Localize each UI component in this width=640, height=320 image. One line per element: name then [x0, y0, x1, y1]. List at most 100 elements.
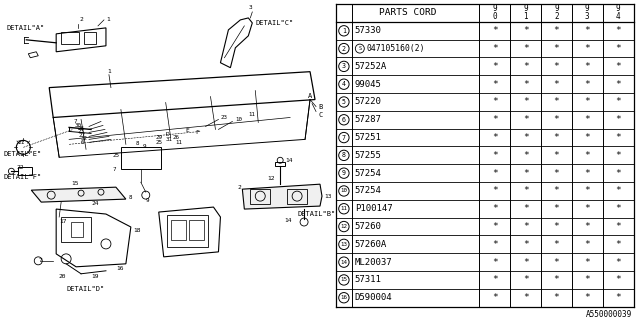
Text: *: *: [615, 276, 621, 284]
Text: 8: 8: [136, 141, 140, 146]
Text: 11: 11: [175, 140, 182, 145]
Text: *: *: [584, 169, 590, 178]
Text: *: *: [492, 62, 497, 71]
Text: *: *: [492, 240, 497, 249]
Text: 1: 1: [106, 17, 109, 22]
Text: 99045: 99045: [355, 80, 381, 89]
Text: B: B: [318, 104, 323, 109]
Text: *: *: [584, 115, 590, 124]
Polygon shape: [31, 187, 126, 202]
Text: 57311: 57311: [355, 276, 381, 284]
Text: 9: 9: [524, 4, 528, 13]
Text: 7: 7: [342, 135, 346, 140]
Bar: [71, 222, 83, 237]
Text: *: *: [615, 80, 621, 89]
Text: *: *: [523, 98, 529, 107]
Text: 2: 2: [342, 45, 346, 52]
Text: *: *: [554, 62, 559, 71]
Text: *: *: [554, 98, 559, 107]
Text: 5: 5: [342, 99, 346, 105]
Text: 11: 11: [248, 112, 255, 117]
Text: 9: 9: [143, 144, 147, 149]
Text: 57254: 57254: [355, 187, 381, 196]
Text: 3: 3: [585, 12, 589, 21]
Text: A: A: [308, 92, 312, 99]
Text: 9: 9: [342, 170, 346, 176]
Text: *: *: [584, 204, 590, 213]
Bar: [250, 189, 270, 204]
Text: 0: 0: [492, 12, 497, 21]
Text: 1: 1: [107, 69, 111, 74]
Text: 1: 1: [342, 28, 346, 34]
Text: 22: 22: [17, 165, 24, 170]
Text: *: *: [615, 293, 621, 302]
Text: 9: 9: [554, 4, 559, 13]
Text: 1: 1: [524, 12, 528, 21]
Text: 2: 2: [554, 12, 559, 21]
Text: 6: 6: [81, 140, 84, 145]
Text: 16: 16: [340, 295, 348, 300]
Text: *: *: [554, 258, 559, 267]
Text: 12: 12: [268, 176, 275, 181]
Text: 30: 30: [75, 123, 82, 128]
Text: *: *: [584, 187, 590, 196]
Text: C: C: [318, 113, 323, 118]
Text: *: *: [492, 293, 497, 302]
Text: *: *: [554, 293, 559, 302]
Bar: [61, 217, 91, 242]
Text: D590004: D590004: [355, 293, 392, 302]
Text: *: *: [584, 151, 590, 160]
Text: *: *: [523, 151, 529, 160]
Text: 14: 14: [340, 260, 348, 265]
Text: 9: 9: [492, 4, 497, 13]
Text: S: S: [358, 46, 362, 51]
Text: DETAIL"C": DETAIL"C": [255, 20, 294, 26]
Text: 18: 18: [133, 228, 140, 234]
Text: *: *: [523, 133, 529, 142]
Text: 31: 31: [166, 137, 173, 142]
Text: *: *: [523, 293, 529, 302]
Text: *: *: [523, 115, 529, 124]
Bar: [287, 189, 307, 204]
Text: 9: 9: [146, 198, 149, 203]
Text: *: *: [584, 258, 590, 267]
Text: 57330: 57330: [355, 26, 381, 35]
Text: 8: 8: [129, 195, 132, 200]
Text: *: *: [523, 240, 529, 249]
Text: DETAIL"A": DETAIL"A": [6, 25, 45, 31]
Text: F: F: [196, 130, 199, 135]
Text: 3: 3: [342, 63, 346, 69]
Text: A550000039: A550000039: [586, 310, 632, 319]
Text: *: *: [615, 258, 621, 267]
Text: 2: 2: [237, 185, 241, 190]
Text: *: *: [492, 133, 497, 142]
Text: 14: 14: [284, 218, 292, 222]
Text: *: *: [523, 222, 529, 231]
Text: E: E: [186, 128, 189, 133]
Text: *: *: [584, 240, 590, 249]
Text: 3: 3: [248, 5, 252, 11]
Text: 9: 9: [616, 4, 621, 13]
Text: *: *: [554, 169, 559, 178]
Text: *: *: [584, 26, 590, 35]
Bar: [19, 167, 32, 175]
Text: *: *: [492, 98, 497, 107]
Bar: [166, 215, 209, 247]
Text: ML20037: ML20037: [355, 258, 392, 267]
Text: *: *: [523, 276, 529, 284]
Text: 15: 15: [340, 277, 348, 283]
Text: *: *: [523, 26, 529, 35]
Polygon shape: [243, 184, 322, 209]
Text: 25: 25: [113, 153, 120, 158]
Text: *: *: [615, 222, 621, 231]
Text: *: *: [492, 222, 497, 231]
Text: 57255: 57255: [355, 151, 381, 160]
Text: *: *: [492, 26, 497, 35]
Bar: [189, 220, 204, 240]
Text: *: *: [492, 187, 497, 196]
Text: *: *: [523, 204, 529, 213]
Text: 57220: 57220: [355, 98, 381, 107]
Text: *: *: [554, 222, 559, 231]
Text: 26: 26: [77, 126, 84, 131]
Text: *: *: [584, 222, 590, 231]
